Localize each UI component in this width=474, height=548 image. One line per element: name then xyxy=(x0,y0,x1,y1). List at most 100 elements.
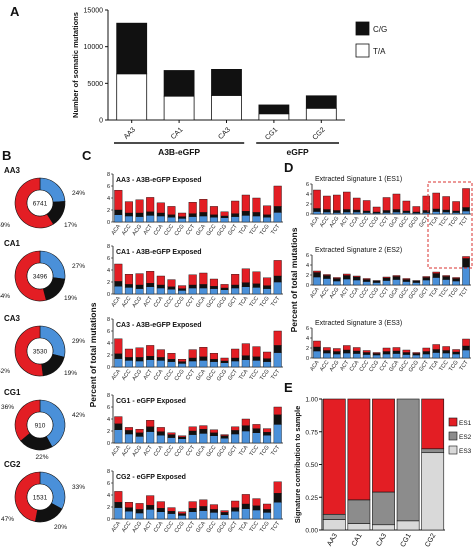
x-tick-label: GCC xyxy=(398,360,410,373)
bar-TCG-blue xyxy=(263,216,272,223)
y-tick-label: 2 xyxy=(107,208,110,214)
bar-CCC-blue xyxy=(167,513,176,520)
bar-CCA-blue xyxy=(352,353,361,359)
bar-ACT-blue xyxy=(146,509,155,520)
bar-TCA-black xyxy=(241,355,250,361)
bar-CCA-black xyxy=(352,276,361,281)
bar-CG2-T/A xyxy=(305,107,337,121)
bar-TCT-red xyxy=(462,338,470,347)
x-tick-label: TCG xyxy=(448,360,460,373)
x-tick-label: CCT xyxy=(185,444,197,457)
x-tick-label: CCA xyxy=(349,215,361,228)
y-tick-label: 0 xyxy=(99,118,103,125)
bar-CCA-red xyxy=(156,202,165,214)
x-tick-label: ACG xyxy=(131,296,143,309)
bar-TCT-black xyxy=(273,275,282,283)
bar-TCG-black xyxy=(263,285,272,289)
x-tick-label: GCC xyxy=(398,216,410,229)
bar-CCG-black xyxy=(178,513,187,516)
legend-swatch xyxy=(448,431,458,441)
bar-GCG-blue xyxy=(220,514,229,520)
bar-TCC-black xyxy=(252,212,261,217)
y-tick-label: 6 xyxy=(107,329,110,335)
y-tick-label: 4 xyxy=(107,268,110,274)
donut-title: CA1 xyxy=(4,239,21,248)
bar-GCG-blue xyxy=(412,282,421,286)
bar-CCT-blue xyxy=(382,280,391,286)
bar-ACT-red xyxy=(146,271,155,284)
bar-ACT-black xyxy=(146,505,155,510)
x-tick-label: CG1 xyxy=(264,126,279,141)
x-tick-label: CCC xyxy=(359,287,371,300)
bar-CA1-C/G xyxy=(163,70,195,97)
bar-CCT-red xyxy=(382,197,391,211)
y-tick-label: 0 xyxy=(306,283,309,289)
donut-percent-label: 33% xyxy=(72,484,85,491)
bar-CCT-blue xyxy=(188,216,197,223)
bar-GCG-red xyxy=(220,510,229,513)
donut-total: 1531 xyxy=(33,495,48,502)
x-tick-label: CCT xyxy=(379,359,391,372)
bar-CCC-blue xyxy=(167,361,176,368)
bar-CCG-blue xyxy=(178,290,187,295)
bar-TCT-blue xyxy=(462,210,470,215)
x-tick-label: GCC xyxy=(206,521,218,534)
bar-GCT-black xyxy=(422,210,431,213)
bar-GCA-blue xyxy=(392,211,401,215)
x-tick-label: ACC xyxy=(319,216,331,229)
bar-ACT-blue xyxy=(146,359,155,368)
legend-label: ES2 xyxy=(459,434,472,441)
subplot-title: Extracted Signature 2 (ES2) xyxy=(315,247,402,254)
bar-GCT-black xyxy=(422,351,431,355)
bar-TCA-red xyxy=(241,418,250,426)
bar-ACT-black xyxy=(146,211,155,216)
bar-CCT-red xyxy=(382,276,391,279)
donut-total: 910 xyxy=(35,423,46,430)
x-tick-label: ACT xyxy=(143,223,155,236)
bar-TCC-red xyxy=(442,196,450,211)
donut-hole xyxy=(26,337,54,365)
bar-ACA-blue xyxy=(114,429,123,444)
bar-GCC-red xyxy=(209,206,218,215)
x-tick-label: GCC xyxy=(206,296,218,309)
bar-ACG-red xyxy=(333,194,341,211)
y-tick-label: 0 xyxy=(107,220,110,226)
bar-ACG-blue xyxy=(135,436,144,444)
bar-TCC-blue xyxy=(252,215,261,223)
x-tick-label: TCA xyxy=(238,444,249,457)
x-tick-label: TCG xyxy=(448,287,460,300)
bar-ACT-red xyxy=(146,420,155,428)
x-tick-label: GCT xyxy=(227,295,239,308)
donut-percent-label: 24% xyxy=(72,190,85,197)
bar-CCA-blue xyxy=(156,435,165,444)
bar-AA3-C/G xyxy=(116,22,148,75)
bar-GCA-black xyxy=(199,356,208,361)
bar-CCG-black xyxy=(178,436,187,439)
bar-CCC-black xyxy=(167,214,176,218)
x-tick-label: ACA xyxy=(309,215,321,228)
y-tick-label: 0 xyxy=(306,356,309,362)
bar-CCC-black xyxy=(167,359,176,362)
bar-GCC-red xyxy=(402,200,411,212)
bar-CCG-blue xyxy=(178,438,187,444)
x-tick-label: GCG xyxy=(408,287,420,301)
x-tick-label: ACG xyxy=(329,216,341,229)
bar-TCA-blue xyxy=(432,277,440,286)
x-tick-label: GCA xyxy=(195,368,207,381)
bar-GCA-blue xyxy=(199,433,208,444)
bar-TCT-black xyxy=(462,345,470,351)
bar-GCT-blue xyxy=(422,353,431,359)
y-tick-label: 0.75 xyxy=(305,429,318,436)
bar-TCC-black xyxy=(252,283,261,288)
bar-GCT-blue xyxy=(422,279,431,286)
y-tick-label: 0.50 xyxy=(305,462,318,469)
bar-TCG-blue xyxy=(263,435,272,444)
bar-GCA-blue xyxy=(392,279,401,286)
y-tick-label: 15000 xyxy=(84,8,104,15)
bar-TCG-black xyxy=(263,509,272,513)
donut-hole xyxy=(26,262,54,290)
subplot-title: Extracted Signature 3 (ES3) xyxy=(315,320,402,327)
bar-ACG-black xyxy=(333,278,341,282)
x-tick-label: GCT xyxy=(227,444,239,457)
